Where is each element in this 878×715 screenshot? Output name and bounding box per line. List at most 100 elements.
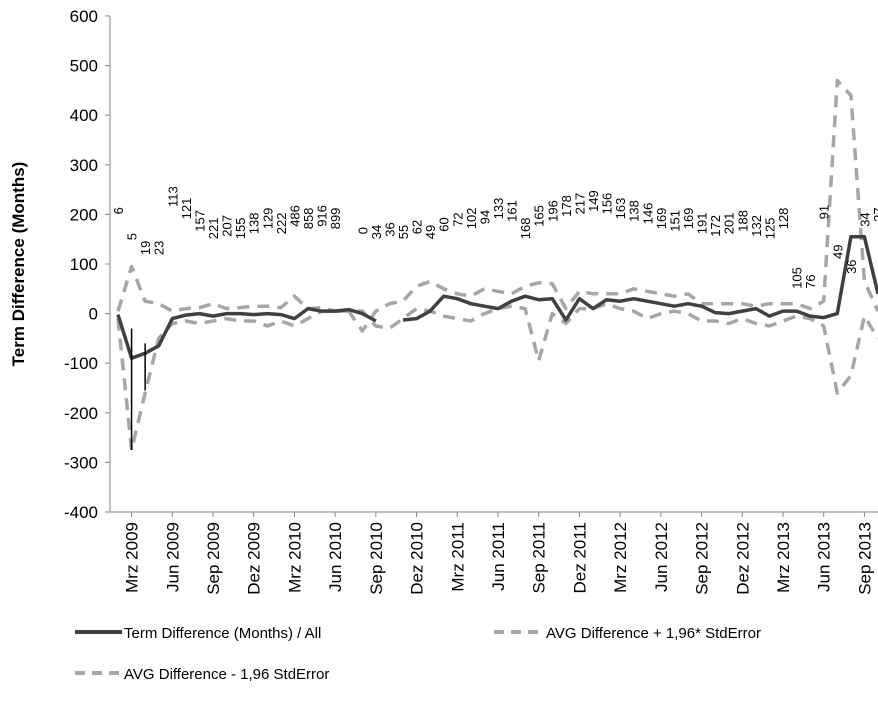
legend-item-lower-bound: AVG Difference - 1,96 StdError [75,666,329,683]
count-label: 27 [871,207,878,221]
count-label: 196 [545,200,560,222]
count-label: 161 [505,200,520,222]
x-axis-ticks: Mrz 2009 Jun 2009 Sep 2009 Dez 2009 Mrz 2010… [123,512,874,595]
x-tick-label: Mrz 2013 [774,522,793,593]
count-label: 128 [776,208,791,230]
count-label: 55 [396,225,411,239]
count-label: 188 [735,210,750,232]
count-label: 172 [708,215,723,237]
count-label: 91 [817,205,832,219]
count-label: 5 [125,233,140,240]
y-tick-label: 200 [70,205,98,224]
y-tick-label: 300 [70,156,98,175]
count-label: 178 [559,195,574,217]
count-label: 217 [572,193,587,215]
count-label: 34 [857,212,872,226]
count-label: 76 [803,274,818,288]
count-label: 34 [369,225,384,239]
count-label: 916 [315,205,330,227]
count-label: 105 [790,267,805,289]
count-label: 0 [355,227,370,234]
x-tick-label: Sep 2011 [530,522,549,594]
count-label: 146 [640,203,655,225]
y-tick-label: -300 [64,453,98,472]
count-label: 157 [192,210,207,232]
y-tick-label: 500 [70,57,98,76]
count-label: 6 [111,207,126,214]
count-label: 155 [233,217,248,239]
count-label: 132 [749,215,764,237]
count-label: 19 [138,241,153,255]
chart-legend: Term Difference (Months) / All AVG Diffe… [75,625,761,683]
x-tick-label: Jun 2011 [489,522,508,591]
x-tick-label: Dez 2010 [408,522,427,595]
x-tick-label: Sep 2010 [367,522,386,595]
count-label: 899 [328,208,343,230]
x-tick-label: Jun 2009 [163,522,182,592]
count-label: 221 [206,217,221,239]
x-tick-label: Sep 2013 [855,522,874,595]
y-tick-label: 600 [70,7,98,26]
count-label: 62 [410,220,425,234]
legend-item-upper-bound: AVG Difference + 1,96* StdError [494,625,761,642]
count-label: 102 [464,208,479,230]
count-label: 94 [477,210,492,224]
count-label: 149 [586,190,601,212]
legend-label-lower-bound: AVG Difference - 1,96 StdError [124,666,329,683]
count-label: 201 [722,213,737,235]
y-tick-label: -100 [64,354,98,373]
error-bars [130,328,146,450]
x-tick-label: Sep 2009 [204,522,223,595]
x-tick-label: Sep 2012 [693,522,712,595]
legend-label-term-difference: Term Difference (Months) / All [124,625,321,642]
legend-label-upper-bound: AVG Difference + 1,96* StdError [546,625,761,642]
x-tick-label: Mrz 2010 [285,522,304,593]
y-axis-label: Term Difference (Months) [9,162,28,367]
count-label: 858 [301,208,316,230]
count-label: 222 [274,213,289,235]
count-label: 60 [437,217,452,231]
count-label: 169 [654,208,669,230]
x-tick-label: Jun 2012 [652,522,671,592]
x-tick-label: Mrz 2011 [448,522,467,592]
series-layer [116,78,878,452]
x-tick-label: Mrz 2012 [611,522,630,593]
count-label: 168 [518,217,533,239]
count-label: 486 [287,205,302,227]
count-label: 36 [844,259,859,273]
x-tick-label: Jun 2010 [326,522,345,592]
legend-item-term-difference: Term Difference (Months) / All [75,625,321,642]
x-tick-label: Dez 2012 [733,522,752,595]
count-label: 163 [613,198,628,220]
count-label: 49 [423,225,438,239]
count-label: 156 [600,193,615,215]
x-tick-label: Mrz 2009 [123,522,142,593]
x-tick-label: Jun 2013 [815,522,834,592]
y-axis-ticks: -400 -300 -200 -100 0 100 200 300 400 500 600 [64,7,110,522]
y-tick-label: -400 [64,503,98,522]
count-label: 191 [695,213,710,235]
y-tick-label: -200 [64,404,98,423]
count-labels: 6519231131211572212071551381292224868589… [111,186,878,289]
count-label: 72 [450,212,465,226]
count-label: 151 [667,210,682,232]
count-label: 113 [165,186,180,207]
count-label: 36 [382,222,397,236]
y-tick-label: 100 [70,255,98,274]
count-label: 23 [152,241,167,255]
count-label: 49 [830,245,845,259]
chart-axes [109,16,878,513]
count-label: 121 [179,198,194,220]
count-label: 138 [627,200,642,222]
count-label: 125 [762,217,777,239]
x-tick-label: Dez 2011 [570,522,589,594]
count-label: 129 [260,208,275,230]
count-label: 165 [532,205,547,227]
y-tick-label: 400 [70,106,98,125]
count-label: 169 [681,208,696,230]
series-line-1 [116,78,878,333]
y-tick-label: 0 [89,305,98,324]
count-label: 207 [220,215,235,237]
count-label: 133 [491,198,506,220]
